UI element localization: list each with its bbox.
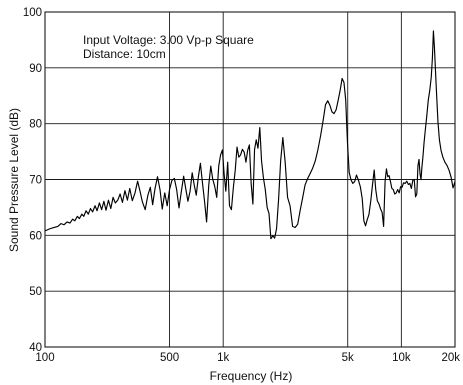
annotation-input-voltage: Input Voltage: 3.00 Vp-p Square — [83, 33, 254, 47]
x-axis-label: Frequency (Hz) — [210, 369, 293, 383]
tick-labels: 40 50 60 70 80 90 100 100 500 1k 5k 10k 20k — [23, 7, 460, 364]
y-axis-label: Sound Pressure Level (dB) — [7, 108, 21, 252]
series-layer — [44, 30, 456, 240]
y-tick-label: 60 — [29, 230, 42, 242]
y-tick-label: 70 — [29, 175, 42, 187]
x-tick-label: 100 — [35, 352, 54, 364]
y-tick-label: 50 — [29, 286, 42, 298]
x-tick-label: 20k — [441, 352, 460, 364]
y-tick-label: 90 — [29, 63, 42, 75]
x-tick-label: 1k — [217, 352, 229, 364]
y-tick-label: 80 — [29, 119, 42, 131]
series-line — [44, 30, 456, 240]
y-tick-label: 40 — [29, 342, 42, 354]
y-tick-label: 100 — [23, 7, 42, 19]
grid — [44, 11, 456, 348]
x-tick-label: 500 — [160, 352, 179, 364]
x-tick-label: 10k — [392, 352, 411, 364]
annotation-distance: Distance: 10cm — [83, 47, 166, 61]
x-tick-label: 5k — [342, 352, 354, 364]
